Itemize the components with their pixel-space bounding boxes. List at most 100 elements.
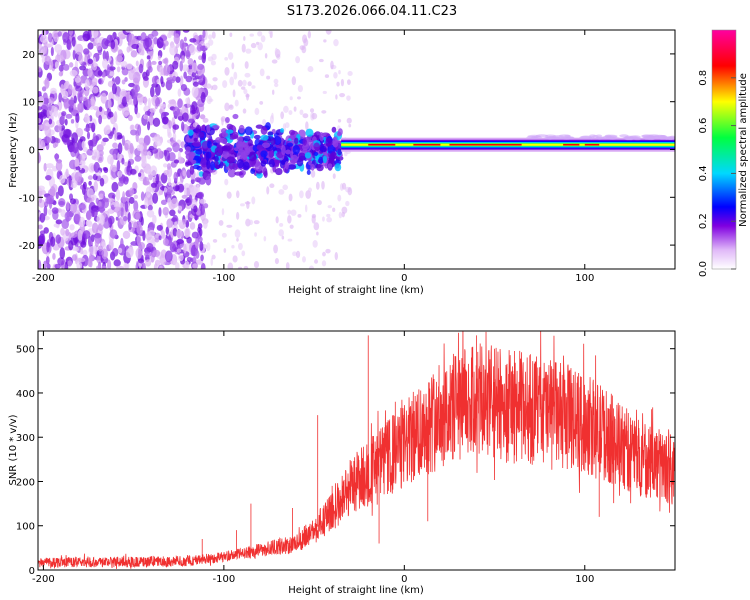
noise-blob [72, 49, 76, 60]
noise-blob [162, 238, 169, 246]
noise-blob [73, 213, 80, 225]
noise-blob [125, 248, 134, 259]
noise-blob [292, 251, 297, 257]
noise-blob [167, 197, 172, 206]
band-core [563, 143, 580, 146]
noise-blob [196, 43, 203, 52]
noise-blob [72, 141, 79, 154]
noise-blob [165, 226, 170, 235]
noise-blob [147, 168, 152, 176]
noise-blob [117, 151, 122, 163]
cluster-blob [334, 163, 342, 172]
noise-blob [129, 187, 135, 196]
band-core [449, 143, 522, 146]
noise-blob [177, 88, 182, 97]
noise-blob [103, 110, 108, 116]
cluster-blob [231, 134, 239, 140]
noise-blob [47, 32, 53, 43]
noise-blob [155, 173, 160, 185]
noise-blob [338, 69, 341, 75]
noise-blob [89, 84, 93, 92]
noise-blob [143, 76, 149, 81]
cluster-blob [238, 124, 245, 134]
cluster-blob [185, 146, 191, 152]
noise-blob [58, 71, 63, 77]
noise-blob [86, 131, 91, 140]
cluster-blob [221, 138, 228, 145]
noise-blob [38, 95, 45, 106]
noise-blob [160, 199, 167, 206]
cluster-blob [205, 175, 212, 186]
noise-blob [80, 184, 84, 190]
noise-blob [101, 248, 108, 260]
noise-blob [152, 117, 161, 127]
noise-blob [160, 172, 168, 184]
noise-blob [347, 187, 353, 196]
noise-blob [197, 63, 205, 70]
noise-blob [79, 96, 88, 102]
noise-blob [182, 30, 190, 33]
cluster-blob [290, 154, 299, 163]
noise-blob [223, 248, 227, 253]
noise-blob [122, 230, 131, 239]
noise-blob [104, 197, 109, 203]
noise-blob [341, 211, 345, 218]
noise-blob [302, 113, 309, 119]
noise-blob [75, 85, 83, 92]
noise-blob [333, 39, 339, 47]
noise-blob [125, 93, 130, 103]
noise-blob [313, 222, 320, 231]
noise-blob [113, 111, 118, 123]
noise-blob [323, 39, 327, 43]
noise-blob [317, 200, 322, 206]
noise-blob [247, 81, 252, 87]
noise-blob [176, 229, 183, 239]
noise-blob [44, 175, 52, 181]
noise-blob [121, 157, 125, 165]
noise-blob [184, 260, 190, 269]
noise-blob [325, 248, 331, 254]
noise-blob [69, 224, 75, 231]
cluster-blob [244, 126, 253, 136]
colorbar-tick-label: 0.8 [698, 70, 709, 86]
noise-blob [182, 112, 189, 122]
noise-blob [99, 214, 105, 226]
noise-blob [295, 250, 301, 259]
noise-blob [122, 191, 126, 203]
noise-blob [180, 141, 185, 149]
noise-blob [202, 30, 206, 39]
noise-blob [136, 224, 143, 235]
noise-blob [295, 56, 301, 64]
noise-blob [93, 56, 97, 68]
noise-blob [210, 60, 217, 66]
noise-blob [50, 87, 57, 94]
cluster-blob [214, 146, 224, 157]
noise-blob [338, 211, 343, 219]
cluster-blob [185, 153, 195, 160]
noise-blob [322, 216, 325, 222]
noise-blob [144, 37, 153, 48]
noise-blob [159, 254, 167, 266]
noise-blob [78, 53, 84, 65]
colorbar-ticks: 0.0 0.2 0.4 0.6 0.8 [698, 70, 736, 277]
noise-blob [207, 34, 213, 40]
noise-blob [251, 85, 256, 89]
noise-blob [154, 237, 160, 243]
noise-blob [136, 234, 142, 246]
noise-blob [155, 138, 163, 147]
noise-blob [183, 36, 187, 42]
band-wisp [547, 136, 555, 140]
cluster-blob [337, 148, 342, 156]
noise-blob [321, 180, 325, 190]
noise-blob [55, 219, 63, 225]
noise-blob [69, 198, 77, 205]
cluster-blob [332, 140, 339, 148]
noise-blob [71, 132, 79, 144]
noise-blob [311, 213, 317, 219]
noise-blob [126, 46, 131, 53]
noise-blob [48, 208, 52, 216]
noise-blob [160, 230, 165, 239]
snr-y-tick-label: 0 [29, 566, 35, 577]
noise-blob [98, 114, 103, 125]
